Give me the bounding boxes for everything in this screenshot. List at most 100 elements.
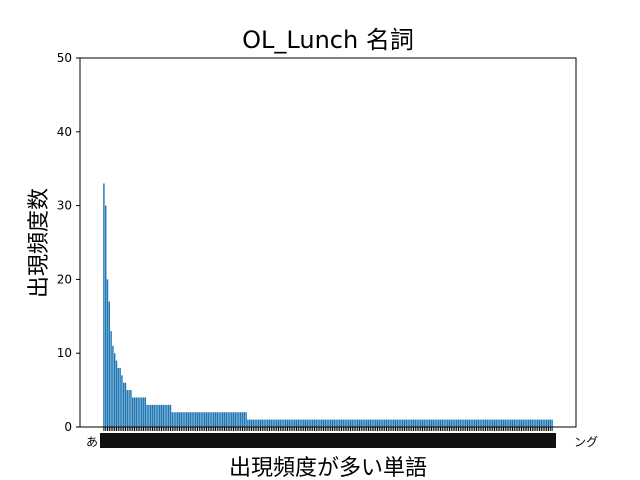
bar [250, 419, 253, 427]
bar [470, 419, 472, 427]
bar [450, 419, 453, 427]
bar [547, 419, 550, 427]
bar [194, 412, 197, 427]
bar [369, 419, 372, 427]
bar [324, 419, 327, 427]
y-ticks-group: 0 10 20 30 40 50 [57, 51, 80, 434]
bar [427, 419, 429, 427]
bar [137, 397, 139, 427]
bar [472, 419, 474, 427]
bar [439, 419, 442, 427]
bar [383, 419, 386, 427]
bar [182, 412, 184, 427]
bar [362, 419, 364, 427]
bar [488, 419, 490, 427]
bar [445, 419, 447, 427]
bar [196, 412, 199, 427]
bar [130, 390, 132, 427]
bar [329, 419, 332, 427]
bar [430, 419, 433, 427]
bar [346, 419, 348, 427]
bar [515, 419, 517, 427]
bar [166, 404, 168, 427]
bar [482, 419, 485, 427]
bar [175, 412, 177, 427]
bar [281, 419, 283, 427]
bar [180, 412, 183, 427]
bar [225, 412, 228, 427]
bar [506, 419, 508, 427]
bar [335, 419, 337, 427]
bar [301, 419, 303, 427]
bar [502, 419, 505, 427]
bar [520, 419, 523, 427]
bar [536, 419, 539, 427]
bar [221, 412, 224, 427]
bar [446, 419, 449, 427]
bar [497, 419, 499, 427]
bar [214, 412, 217, 427]
bar [209, 412, 211, 427]
bar [374, 419, 377, 427]
x-ticks-group [100, 427, 556, 448]
bar [265, 419, 267, 427]
bar [275, 419, 278, 427]
bar [297, 419, 300, 427]
bar [360, 419, 363, 427]
bar [468, 419, 471, 427]
bar [158, 404, 161, 427]
bar [261, 419, 264, 427]
bar [272, 419, 274, 427]
bar [355, 419, 357, 427]
bar [257, 419, 260, 427]
bar [527, 419, 530, 427]
chart-title: OL_Lunch 名詞 [242, 26, 414, 54]
bar [238, 412, 240, 427]
bar [540, 419, 543, 427]
bar [522, 419, 525, 427]
bar [364, 419, 366, 427]
bar [171, 412, 174, 427]
bar [169, 404, 172, 427]
bar [274, 419, 276, 427]
bar [495, 419, 498, 427]
bar [414, 419, 417, 427]
bar [391, 419, 393, 427]
bar [104, 205, 107, 427]
bar [356, 419, 359, 427]
bar [479, 419, 481, 427]
bar [167, 404, 170, 427]
bar [153, 404, 156, 427]
bar [538, 419, 541, 427]
y-tick-label: 30 [57, 199, 72, 213]
bar [315, 419, 318, 427]
bar [380, 419, 382, 427]
bar [410, 419, 413, 427]
y-axis-label: 出現頻度数 [27, 188, 52, 298]
bar [286, 419, 289, 427]
bars-group [103, 183, 553, 427]
bar [148, 404, 150, 427]
bar [365, 419, 368, 427]
bar [277, 419, 280, 427]
bar [387, 419, 390, 427]
bar [455, 419, 458, 427]
bar [121, 375, 123, 427]
bar [247, 419, 249, 427]
bar [401, 419, 404, 427]
bar [252, 419, 255, 427]
bar [302, 419, 305, 427]
bar [416, 419, 418, 427]
bar [322, 419, 325, 427]
bar [484, 419, 487, 427]
bar [394, 419, 397, 427]
bar [117, 367, 120, 427]
bar [295, 419, 298, 427]
bar [234, 412, 237, 427]
bar [418, 419, 420, 427]
bar [443, 419, 445, 427]
bar [110, 331, 112, 427]
bar [463, 419, 465, 427]
